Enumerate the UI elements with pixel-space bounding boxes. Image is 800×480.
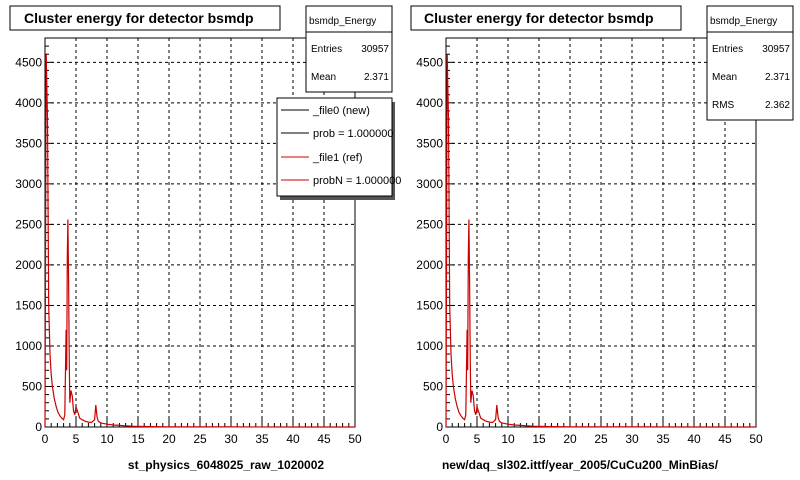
left-series-line-0 (44, 54, 355, 428)
left-y-tick-label-0: 0 (35, 420, 42, 434)
left-title-box (9, 5, 281, 31)
right-title-box (410, 5, 682, 31)
left-x-tick-label-7: 35 (255, 432, 269, 446)
legend-label-0: _file0 (new) (312, 105, 370, 117)
right-x-axis-label: new/daq_sl302.ittf/year_2005/CuCu200_Min… (442, 458, 719, 472)
right-x-tick-label-4: 20 (563, 432, 577, 446)
right-y-tick-label-4: 2000 (416, 258, 443, 272)
right-stats-entries-value: 30957 (762, 44, 790, 55)
left-y-tick-label-3: 1500 (15, 298, 42, 312)
left-y-tick-label-2: 1000 (15, 339, 42, 353)
right-y-tick-label-7: 3500 (416, 136, 443, 150)
right-panel: 0 5 10 15 20 25 30 35 40 45 5005001000150020002500… (410, 5, 794, 472)
right-x-tick-label-8: 40 (687, 432, 701, 446)
legend: _file0 (new) prob = 1.000000 _file1 (ref… (276, 97, 401, 200)
right-y-tick-label-1: 500 (423, 379, 443, 393)
left-chart-title: Cluster energy for detector bsmdp (24, 10, 254, 26)
left-stats-box: bsmdp_Energy Entries 30957 Mean 2.371 (305, 5, 393, 93)
left-x-tick-label-1: 5 (73, 432, 80, 446)
left-y-tick-label-1: 500 (22, 379, 42, 393)
legend-label-1: prob = 1.000000 (313, 128, 393, 140)
right-x-tick-label-3: 15 (532, 432, 546, 446)
right-x-tick-label-6: 30 (625, 432, 639, 446)
left-stats-entries-label: Entries (311, 44, 342, 55)
right-x-tick-label-5: 25 (594, 432, 608, 446)
left-stats-mean-value: 2.371 (364, 72, 389, 83)
left-x-tick-label-10: 50 (348, 432, 362, 446)
left-plot-area: 0 5 10 15 20 25 30 35 40 45 5005001000150020002500… (15, 37, 362, 446)
right-series-line-0 (445, 54, 756, 428)
left-y-tick-label-7: 3500 (15, 136, 42, 150)
left-panel: 0 5 10 15 20 25 30 35 40 45 5005001000150020002500… (9, 5, 401, 472)
right-x-tick-label-1: 5 (474, 432, 481, 446)
right-stats-mean-label: Mean (712, 72, 737, 83)
legend-label-3: probN = 1.000000 (313, 175, 401, 187)
right-y-tick-label-0: 0 (436, 420, 443, 434)
right-stats-rms-value: 2.362 (765, 100, 790, 111)
left-stats-name: bsmdp_Energy (309, 16, 376, 27)
right-y-tick-label-3: 1500 (416, 298, 443, 312)
left-x-tick-label-8: 40 (286, 432, 300, 446)
right-x-tick-label-2: 10 (501, 432, 515, 446)
right-x-tick-label-10: 50 (749, 432, 763, 446)
left-y-tick-label-6: 3000 (15, 177, 42, 191)
right-stats-box: bsmdp_Energy Entries 30957 Mean 2.371 RM… (706, 5, 794, 121)
left-x-tick-label-0: 0 (42, 432, 49, 446)
left-x-tick-label-4: 20 (162, 432, 176, 446)
right-y-tick-label-2: 1000 (416, 339, 443, 353)
right-x-tick-label-0: 0 (443, 432, 450, 446)
right-plot-area: 0 5 10 15 20 25 30 35 40 45 5005001000150020002500… (416, 37, 763, 446)
right-stats-name: bsmdp_Energy (710, 16, 777, 27)
right-x-tick-label-9: 45 (718, 432, 732, 446)
left-stats-mean-label: Mean (311, 72, 336, 83)
left-x-tick-label-2: 10 (100, 432, 114, 446)
right-y-tick-label-6: 3000 (416, 177, 443, 191)
left-stats-entries-value: 30957 (361, 44, 389, 55)
right-y-tick-label-5: 2500 (416, 217, 443, 231)
left-x-tick-label-3: 15 (131, 432, 145, 446)
right-stats-rms-label: RMS (712, 100, 735, 111)
right-y-tick-label-8: 4000 (416, 96, 443, 110)
left-x-axis-label: st_physics_6048025_raw_1020002 (128, 458, 324, 472)
legend-label-2: _file1 (ref) (312, 152, 363, 164)
left-x-tick-label-9: 45 (317, 432, 331, 446)
right-y-tick-label-9: 4500 (416, 55, 443, 69)
left-y-tick-label-4: 2000 (15, 258, 42, 272)
left-y-tick-label-9: 4500 (15, 55, 42, 69)
left-y-tick-label-5: 2500 (15, 217, 42, 231)
right-chart-title: Cluster energy for detector bsmdp (424, 10, 654, 26)
right-stats-mean-value: 2.371 (765, 72, 790, 83)
left-y-tick-label-8: 4000 (15, 96, 42, 110)
left-x-tick-label-6: 30 (224, 432, 238, 446)
right-stats-entries-label: Entries (712, 44, 743, 55)
right-x-tick-label-7: 35 (656, 432, 670, 446)
left-x-tick-label-5: 25 (193, 432, 207, 446)
